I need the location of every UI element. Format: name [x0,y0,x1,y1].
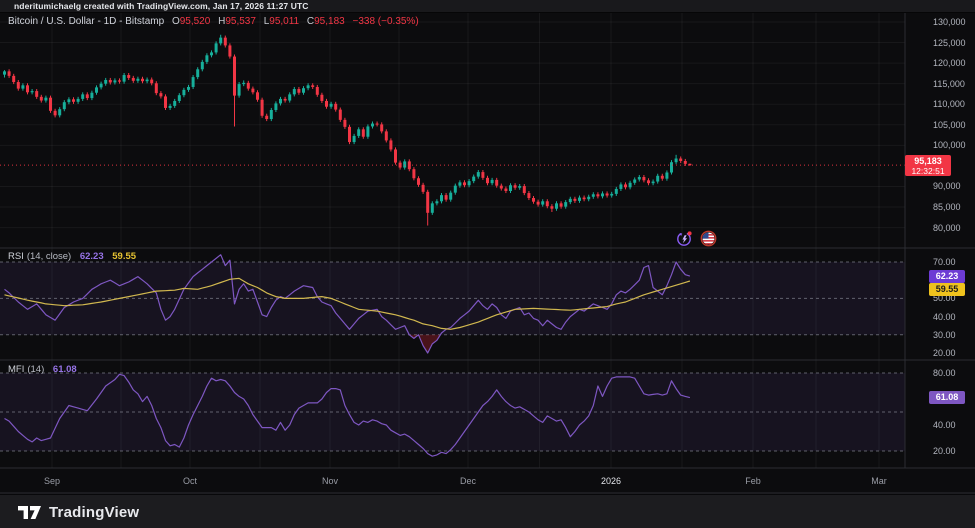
low-label: L [263,16,270,27]
price-tick-label: 110,000 [933,99,965,110]
time-axis-label-oct: Oct [182,476,197,486]
price-tick-label: 130,000 [933,17,966,27]
time-axis-label-2026: 2026 [600,476,622,486]
mfi-tick-label: 80.00 [933,368,956,378]
chart-canvas[interactable] [0,13,975,494]
change-value: −338 (−0.35%) [352,16,419,27]
mfi-tick-label: 20.00 [933,446,956,456]
symbol-title: Bitcoin / U.S. Dollar - 1D - Bitstamp [8,16,165,27]
rsi-tick-label: 70.00 [933,257,956,267]
price-tick-label: 115,000 [933,78,965,89]
price-tick-label: 105,000 [933,119,966,130]
open-value: 95,520 [179,16,211,27]
brand-bar: TradingView [0,494,975,528]
attribution-bar: nderitumichaelg created with TradingView… [0,0,975,13]
time-axis-label-mar: Mar [871,476,887,486]
time-axis-label-feb: Feb [745,476,761,486]
rsi-tick-label: 30.00 [933,329,956,340]
low-value: 95,011 [269,16,300,27]
mfi-params: (14) [27,364,45,375]
chart-area[interactable]: Bitcoin / U.S. Dollar - 1D - Bitstamp O9… [0,13,975,494]
tradingview-logo[interactable]: TradingView [17,503,139,522]
last-price-value: 95,183 [914,155,942,166]
rsi-ma-value-badge: 59.55 [929,283,965,297]
symbol-legend: Bitcoin / U.S. Dollar - 1D - Bitstamp O9… [8,16,419,27]
rsi-params: (14, close) [26,251,72,262]
tradingview-logo-text: TradingView [49,503,140,521]
price-tick-label: 80,000 [933,222,961,233]
close-label: C [306,16,315,27]
price-tick-label: 85,000 [933,202,961,213]
attribution-text: nderitumichaelg created with TradingView… [14,1,309,11]
rsi-tick-label: 50.00 [933,293,956,304]
last-price-badge: 95,183 12:32:51 [905,154,951,176]
rsi-value: 62.23 [79,251,104,262]
mfi-value-badge: 61.08 [929,391,965,405]
mfi-legend: MFI (14) 61.08 [8,364,77,375]
rsi-tick-label: 20.00 [933,348,956,358]
event-refresh-lightning-icon[interactable] [676,230,693,247]
open-label: O [171,16,180,27]
high-label: H [218,16,226,27]
rsi-legend: RSI (14, close) 62.23 59.55 [8,251,136,262]
price-tick-label: 120,000 [933,58,966,69]
bar-countdown: 12:32:51 [911,165,945,176]
high-value: 95,537 [225,16,256,27]
tradingview-logo-icon [18,505,41,519]
mfi-tick-label: 40.00 [933,420,956,430]
time-axis-label-nov: Nov [321,476,338,486]
mfi-value: 61.08 [52,364,77,375]
price-tick-label: 100,000 [933,140,966,151]
mfi-label: MFI [8,364,25,375]
price-tick-label: 125,000 [933,37,966,48]
rsi-tick-label: 40.00 [933,311,956,322]
rsi-ma-value: 59.55 [112,251,137,262]
price-tick-label: 90,000 [933,181,961,192]
time-axis-label-sep: Sep [43,476,60,486]
close-value: 95,183 [314,16,345,27]
time-axis-label-dec: Dec [459,476,476,486]
rsi-label: RSI [8,251,24,262]
event-us-flag-icon[interactable] [700,230,717,247]
rsi-value-badge: 62.23 [929,269,965,283]
